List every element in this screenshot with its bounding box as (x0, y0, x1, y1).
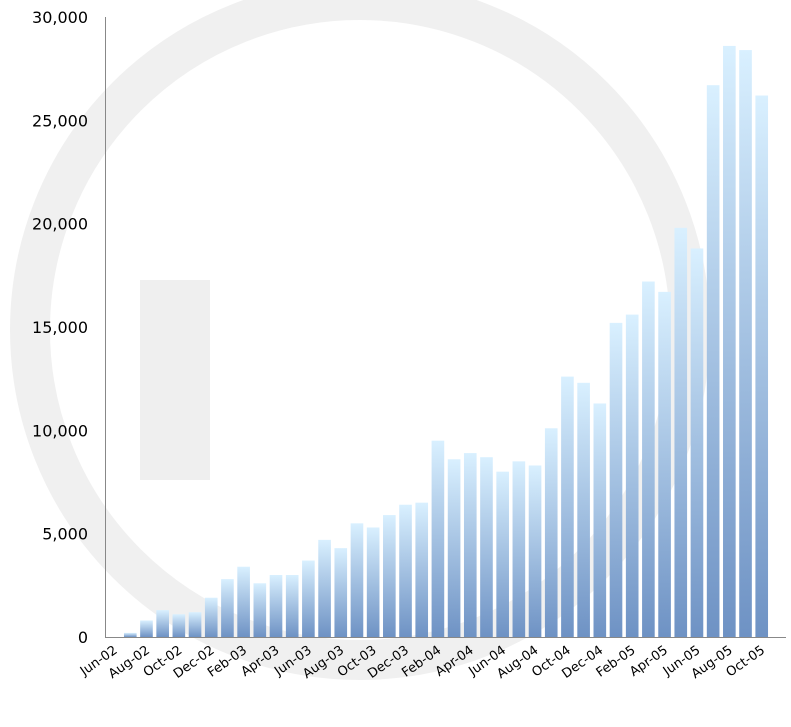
bar-Nov-02 (188, 612, 202, 637)
bar-Feb-04 (431, 440, 445, 637)
bar-Mar-05 (642, 281, 655, 637)
bar-Mar-03 (253, 583, 267, 637)
y-tick-label: 10,000 (32, 421, 88, 440)
bar-Jul-04 (512, 461, 526, 637)
bar-Jun-03 (302, 560, 315, 637)
bar-Aug-05 (723, 45, 736, 638)
plot-area (123, 45, 769, 638)
bar-Dec-02 (204, 597, 218, 637)
bar-Mar-04 (447, 459, 461, 637)
bar-Dec-03 (399, 504, 412, 637)
bar-Nov-03 (383, 515, 396, 637)
y-axis-ticks: 0 5,000 10,000 15,000 20,000 25,000 30,000 (32, 8, 88, 647)
y-tick-label: 15,000 (32, 318, 88, 337)
bar-Sep-02 (156, 610, 169, 637)
y-tick-label: 20,000 (32, 215, 88, 234)
y-tick-label: 25,000 (32, 111, 88, 130)
bar-May-05 (674, 227, 688, 638)
bar-May-03 (285, 575, 299, 637)
bar-Sep-03 (350, 523, 364, 637)
y-tick-label: 0 (78, 628, 88, 647)
bar-Sep-04 (544, 428, 558, 637)
bar-Feb-03 (237, 566, 250, 637)
bar-Nov-04 (577, 382, 590, 637)
bar-Apr-04 (463, 453, 477, 637)
bar-Apr-05 (658, 291, 671, 637)
bar-Jan-03 (221, 579, 234, 637)
bar-Feb-05 (625, 314, 639, 637)
bar-Jul-03 (318, 539, 331, 637)
bar-Oct-03 (366, 527, 380, 637)
bar-Sep-05 (739, 50, 752, 637)
bar-May-04 (480, 457, 493, 637)
bar-Jan-05 (609, 322, 623, 637)
bar-Aug-04 (528, 465, 542, 637)
bar-Oct-02 (172, 614, 186, 637)
bar-Jun-05 (690, 248, 704, 637)
y-tick-label: 5,000 (42, 525, 88, 544)
y-tick-label: 30,000 (32, 8, 88, 27)
bar-Apr-03 (269, 575, 283, 637)
bar-Aug-02 (140, 620, 153, 637)
bar-Jul-02 (123, 632, 137, 637)
watermark-logo (10, 0, 710, 680)
bar-Oct-04 (561, 376, 574, 637)
bar-Dec-04 (593, 403, 607, 637)
bar-Jul-05 (706, 85, 720, 637)
bar-Oct-05 (755, 95, 769, 637)
bar-Jan-04 (415, 502, 429, 637)
bar-Aug-03 (334, 548, 348, 637)
bar-Jun-04 (496, 471, 509, 637)
